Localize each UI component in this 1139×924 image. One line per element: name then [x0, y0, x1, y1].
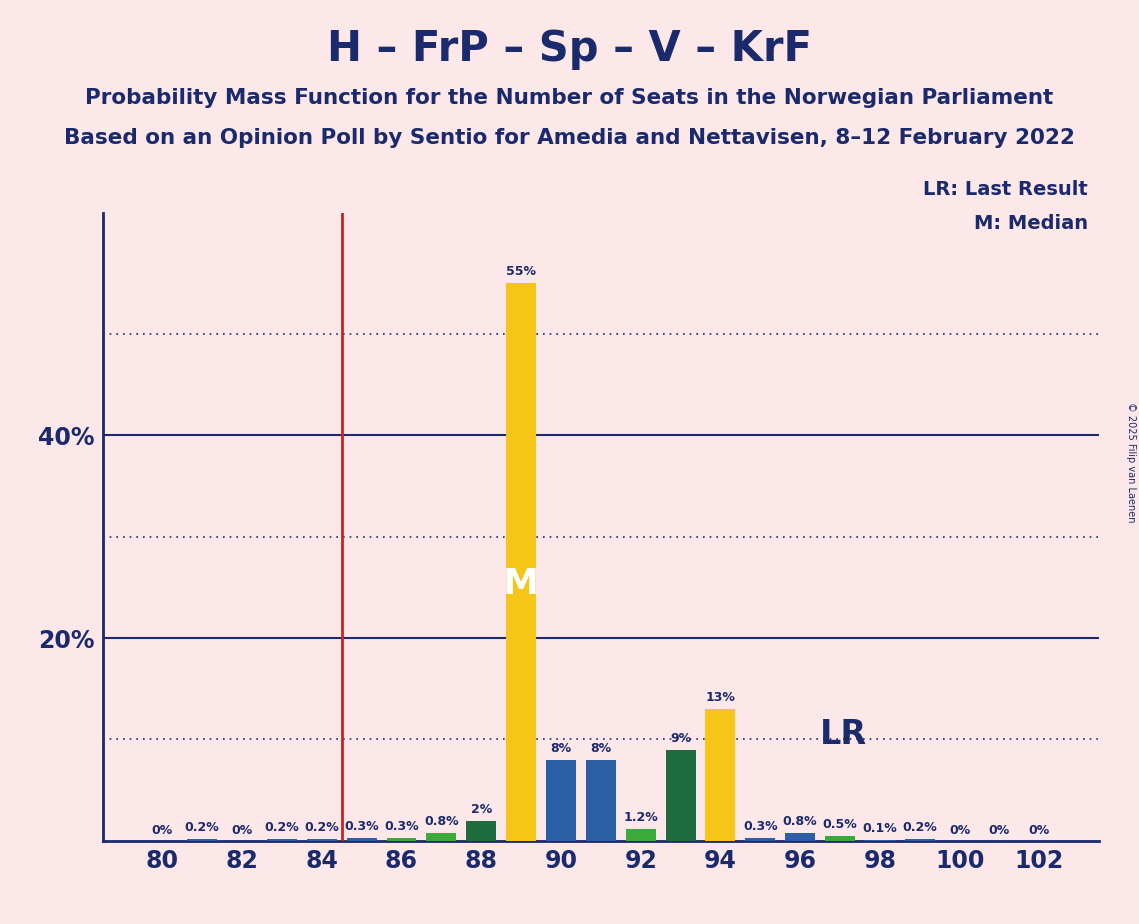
- Text: 0%: 0%: [231, 824, 253, 837]
- Bar: [426, 833, 457, 841]
- Bar: [865, 840, 895, 841]
- Text: 0.8%: 0.8%: [782, 815, 818, 828]
- Bar: [585, 760, 616, 841]
- Bar: [187, 839, 218, 841]
- Bar: [785, 833, 816, 841]
- Text: LR: LR: [820, 718, 867, 751]
- Bar: [546, 760, 576, 841]
- Text: 0.2%: 0.2%: [264, 821, 300, 833]
- Bar: [386, 838, 417, 841]
- Text: 1.2%: 1.2%: [623, 810, 658, 823]
- Text: 8%: 8%: [550, 742, 572, 755]
- Bar: [346, 838, 377, 841]
- Text: M: M: [503, 567, 539, 602]
- Bar: [904, 839, 935, 841]
- Bar: [705, 709, 736, 841]
- Text: 2%: 2%: [470, 803, 492, 816]
- Text: 0%: 0%: [949, 824, 970, 837]
- Text: 0.1%: 0.1%: [862, 821, 898, 834]
- Text: M: Median: M: Median: [974, 214, 1088, 234]
- Bar: [625, 829, 656, 841]
- Bar: [825, 836, 855, 841]
- Text: 0.3%: 0.3%: [344, 820, 379, 833]
- Text: 9%: 9%: [670, 732, 691, 745]
- Bar: [665, 749, 696, 841]
- Text: Probability Mass Function for the Number of Seats in the Norwegian Parliament: Probability Mass Function for the Number…: [85, 88, 1054, 108]
- Text: 0.3%: 0.3%: [384, 820, 419, 833]
- Text: 0%: 0%: [1029, 824, 1050, 837]
- Text: 0%: 0%: [151, 824, 173, 837]
- Text: 55%: 55%: [506, 265, 536, 278]
- Text: LR: Last Result: LR: Last Result: [923, 180, 1088, 200]
- Text: 0.2%: 0.2%: [185, 821, 220, 833]
- Text: 0%: 0%: [989, 824, 1010, 837]
- Text: © 2025 Filip van Laenen: © 2025 Filip van Laenen: [1126, 402, 1136, 522]
- Bar: [466, 821, 497, 841]
- Text: H – FrP – Sp – V – KrF: H – FrP – Sp – V – KrF: [327, 28, 812, 69]
- Bar: [745, 838, 776, 841]
- Text: 0.8%: 0.8%: [424, 815, 459, 828]
- Text: Based on an Opinion Poll by Sentio for Amedia and Nettavisen, 8–12 February 2022: Based on an Opinion Poll by Sentio for A…: [64, 128, 1075, 148]
- Text: 13%: 13%: [705, 691, 736, 704]
- Text: 0.2%: 0.2%: [304, 821, 339, 833]
- Bar: [506, 284, 536, 841]
- Text: 0.3%: 0.3%: [743, 820, 778, 833]
- Text: 8%: 8%: [590, 742, 612, 755]
- Text: 0.2%: 0.2%: [902, 821, 937, 833]
- Bar: [306, 839, 337, 841]
- Bar: [267, 839, 297, 841]
- Text: 0.5%: 0.5%: [822, 818, 858, 831]
